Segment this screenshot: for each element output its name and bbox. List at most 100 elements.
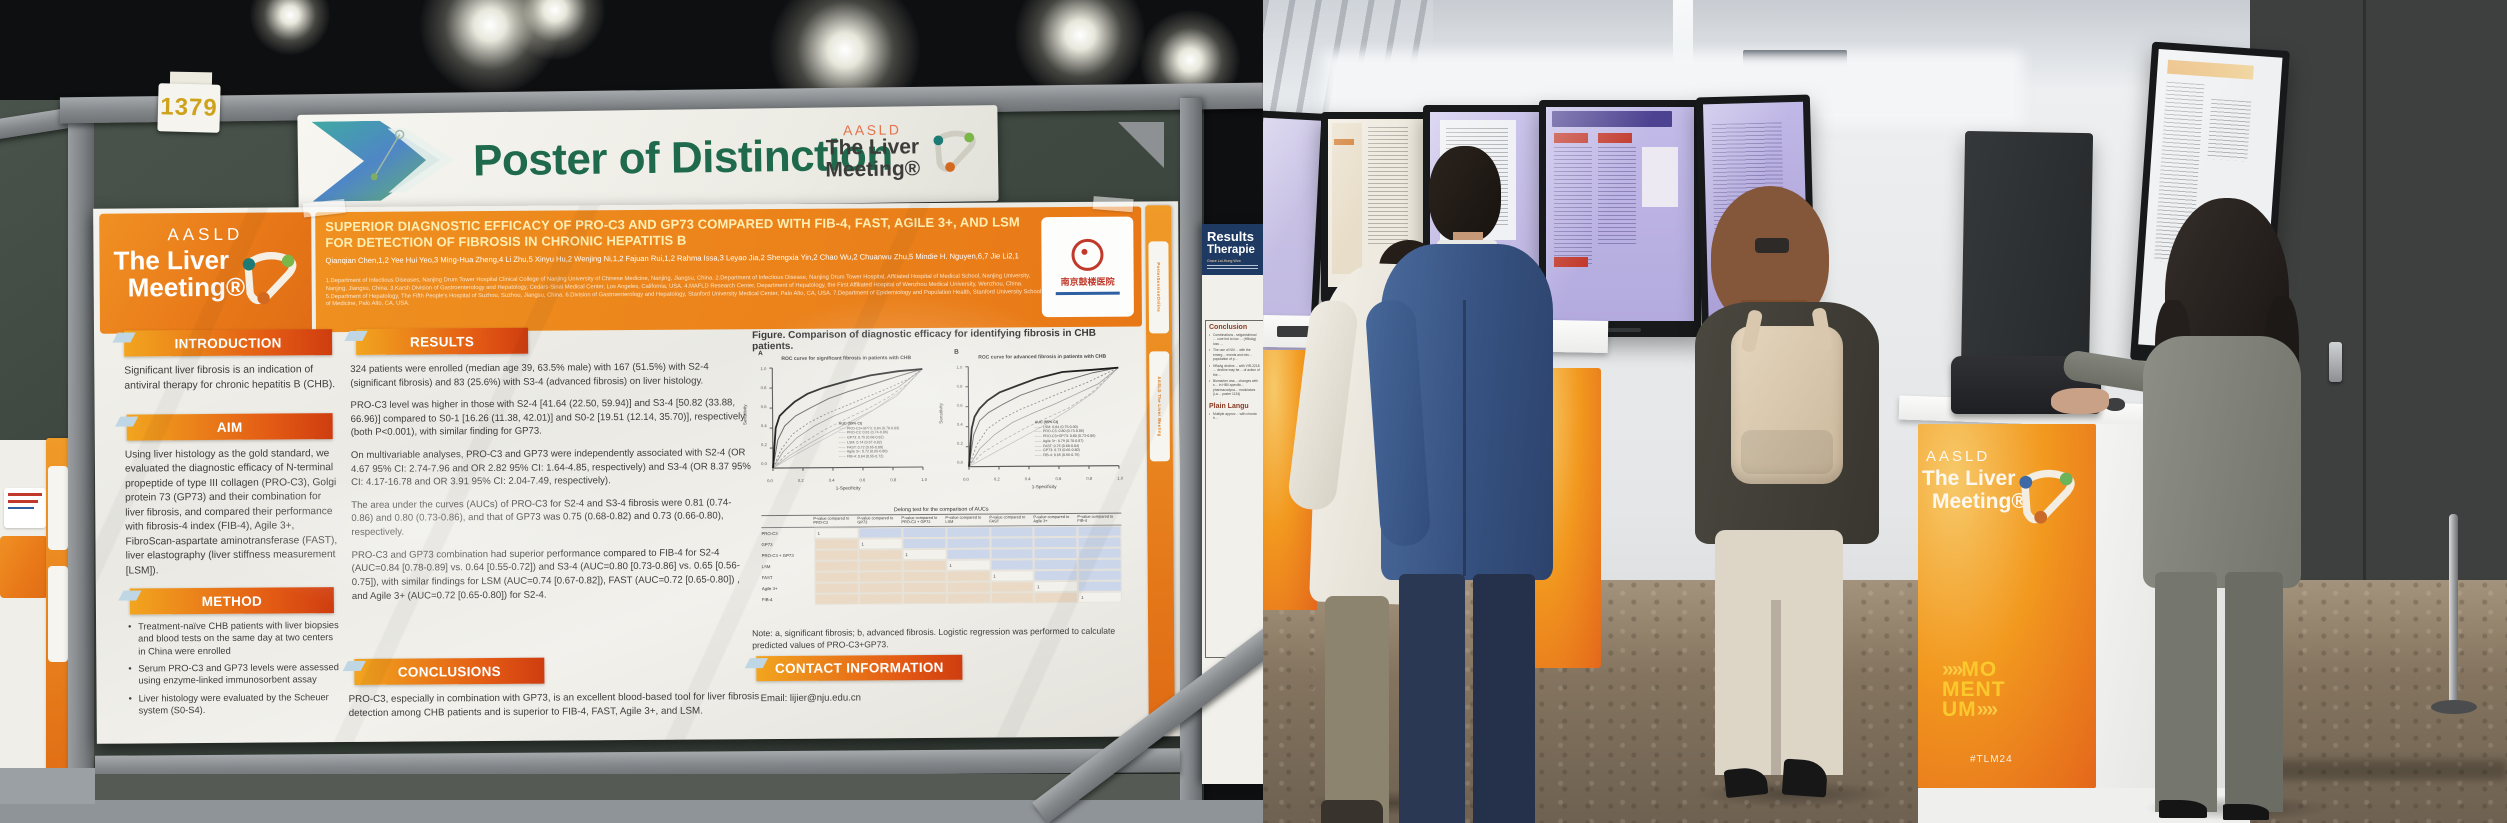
- panel-b-plot: [965, 366, 1120, 470]
- kiosk-branded-panel: AASLD The Liver Meeting® »»MO MENT UM»» …: [1918, 424, 2096, 788]
- table-cell: [946, 526, 990, 538]
- aim-header: AIM: [126, 413, 333, 441]
- row-label: GP73: [761, 542, 773, 548]
- screen-red-header: [1554, 257, 1588, 267]
- panel-b-xlabel: 1-Specificity: [1031, 484, 1057, 490]
- legend-entries: PRO-C3+GP73: 0.84 (0.78-0.89)PRO-C3: 0.8…: [839, 426, 900, 459]
- banner-logo-text: AASLD The Liver Meeting®: [825, 121, 920, 181]
- left-photo-conference-poster-board: 1379 Poster of Distinction AASLD The Liv…: [0, 0, 1263, 823]
- table-cell: 1: [946, 559, 991, 571]
- row-label: FAST: [761, 575, 773, 581]
- panel-a-xlabel: 1-Specificity: [835, 485, 861, 491]
- table-cell: 1: [1078, 591, 1122, 603]
- conclusions-text: PRO-C3, especially in combination with G…: [348, 691, 760, 719]
- method-bullet: Serum PRO-C3 and GP73 levels were assess…: [128, 661, 342, 687]
- board-frame-post: [1180, 98, 1202, 823]
- computer-mouse: [2105, 398, 2125, 411]
- liver-meeting-badge: [48, 566, 68, 662]
- banner-chevron-graphic: [311, 120, 462, 202]
- contact-header: CONTACT INFORMATION: [756, 654, 963, 682]
- row-label: FIB-4: [761, 597, 773, 603]
- table-cell: [946, 548, 991, 560]
- monitor-screen: [1328, 119, 1424, 287]
- column-header: P-value compared to Agile 3+: [1033, 513, 1070, 524]
- aasld-triangle-icon: [933, 130, 976, 172]
- table-cell: [1077, 547, 1122, 559]
- table-cell: [814, 593, 859, 605]
- liver-meeting-line1: The Liver: [825, 135, 920, 160]
- logo-text-line: [8, 493, 42, 496]
- board-corner-gusset: [1118, 122, 1164, 168]
- screen-poster-title-bar: [1552, 111, 1672, 127]
- results-header: RESULTS: [355, 327, 529, 355]
- poster-authors: Qianqian Chen,1,2 Yee Hui Yeo,3 Ming-Hua…: [325, 251, 1019, 266]
- row-label: PRO-C3: [761, 530, 778, 537]
- liver-meeting-wordmark: The Liver Meeting®: [1922, 467, 2027, 513]
- column-header: P-value compared to GP73: [857, 515, 894, 525]
- table-cell: [858, 582, 903, 594]
- screen-text-lines: [1598, 147, 1636, 247]
- results-paragraph: PRO-C3 level was higher in those with S2…: [350, 397, 746, 439]
- liver-meeting-line2: Meeting®: [127, 272, 246, 303]
- table-cell: [946, 581, 991, 593]
- person-shoe: [2223, 804, 2269, 820]
- aim-text: Using liver histology as the gold standa…: [124, 448, 338, 577]
- legend-entry: FIB-4: 0.65 (0.56-0.75): [1035, 453, 1096, 458]
- table-cell: [1034, 569, 1078, 582]
- wall-floor-shadow: [2250, 760, 2507, 780]
- method-bullets: Treatment-naïve CHB patients with liver …: [128, 619, 343, 722]
- tick-label: 0.2: [993, 476, 1000, 482]
- monitor-screen: [1546, 107, 1694, 321]
- keyboard: [1277, 326, 1335, 337]
- header-spacer: [761, 516, 813, 527]
- kiosk-line1: The Liver: [1922, 467, 2016, 490]
- hair-clip: [1755, 238, 1789, 253]
- poster-session-online-badge: [48, 466, 68, 550]
- roc-panel-a: A ROC curve for significant fibrosis in …: [742, 349, 937, 502]
- banner-aasld-logo: AASLD The Liver Meeting®: [825, 121, 981, 181]
- tick-label: 0.8: [1086, 475, 1093, 481]
- tick-label: 0.0: [963, 476, 969, 482]
- column-header: P-value compared to LSM: [945, 514, 982, 525]
- header-columns: P-value compared to PRO-C3 P-value compar…: [813, 514, 1121, 527]
- person-trouser-leg: [2225, 572, 2283, 812]
- panel-a-xticks: 0.0 0.2 0.4 0.6 0.8 1.0: [767, 477, 927, 483]
- tick-label: 0.4: [1024, 476, 1031, 482]
- contact-email: Email: lijier@nju.edu.cn: [760, 692, 862, 705]
- panel-b-title: ROC curve for advanced fibrosis in patie…: [978, 353, 1107, 361]
- adjacent-poster-logo: [4, 488, 46, 528]
- delong-table: Delong test for the comparison of AUCs P…: [761, 505, 1122, 605]
- neighbor-conclusion-items: Combinations - selgantolimod … cure led …: [1209, 333, 1260, 397]
- method-header: METHOD: [129, 587, 334, 615]
- neighbor-conclusions-box: Conclusion Combinations - selgantolimod …: [1205, 320, 1263, 658]
- person-trouser-leg: [1473, 574, 1535, 823]
- method-bullet: Treatment-naïve CHB patients with liver …: [128, 619, 342, 658]
- pants-leg-gap: [1771, 600, 1781, 775]
- tick-label: 0.6: [859, 477, 866, 483]
- results-paragraphs: 324 patients were enrolled (median age 3…: [350, 360, 754, 612]
- right-photo-digital-poster-kiosks: AASLD The Liver Meeting® »»MO MENT UM»» …: [1263, 0, 2507, 823]
- roc-panel-b: B ROC curve for advanced fibrosis in pat…: [938, 348, 1133, 501]
- table-cell: [1077, 536, 1122, 548]
- stanchion-base: [2431, 700, 2477, 714]
- table-cell: [989, 526, 1034, 538]
- table-cell: [990, 592, 1035, 604]
- neighbor-conclusion-item: HBsAg decline… with VIR-2218 … decline m…: [1209, 364, 1260, 377]
- neighbor-conclusions-heading: Conclusion: [1209, 324, 1248, 331]
- poster-monitor: [1321, 112, 1431, 303]
- table-cell: [814, 571, 859, 583]
- neighbor-affiliation-lines: [1207, 265, 1258, 272]
- liver-meeting-line1: The Liver: [113, 244, 230, 276]
- momentum-line3: UM: [1942, 697, 1977, 721]
- introduction-header: INTRODUCTION: [123, 329, 333, 357]
- panel-b-ylabel: Sensitivity: [938, 403, 944, 424]
- momentum-graphic: »»MO MENT UM»»: [1942, 659, 2006, 721]
- panel-a-plot: [769, 367, 924, 472]
- table-cell: [902, 581, 947, 594]
- screen-figure-block: [1642, 147, 1678, 207]
- person-shoe: [2159, 800, 2207, 818]
- introduction-text: Significant liver fibrosis is an indicat…: [124, 364, 336, 392]
- poster-of-distinction-banner: Poster of Distinction AASLD The Liver Me…: [297, 105, 999, 211]
- carpet-floor: [1263, 580, 2507, 823]
- logo-text-line: [8, 507, 34, 509]
